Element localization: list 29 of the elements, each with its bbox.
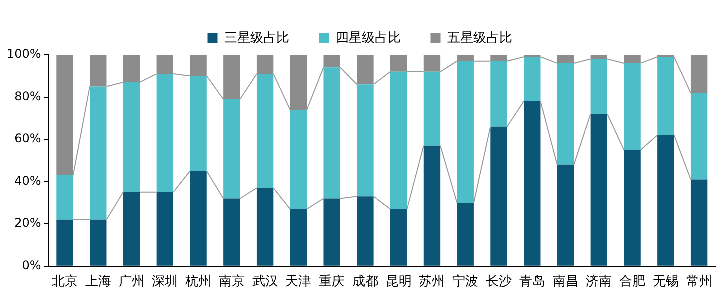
x-tick-label: 杭州	[184, 274, 212, 290]
x-tick-label: 昆明	[386, 274, 412, 290]
x-tick-label: 深圳	[152, 274, 178, 290]
x-tick-label: 上海	[85, 274, 112, 290]
x-tick-label: 宁波	[452, 274, 479, 290]
x-tick-label: 重庆	[319, 274, 346, 290]
y-tick-label: 60%	[14, 132, 42, 146]
x-tick-label: 苏州	[419, 274, 446, 290]
x-tick-label: 成都	[352, 274, 378, 290]
x-tick-label: 南京	[218, 274, 245, 290]
x-tick-label: 南昌	[552, 274, 579, 290]
legend-label: 三星级占比	[224, 30, 290, 46]
legend-label: 五星级占比	[447, 30, 512, 46]
y-tick-label: 0%	[22, 258, 42, 273]
x-tick-label: 天津	[286, 274, 312, 290]
y-tick-label: 100%	[6, 47, 42, 62]
x-tick-label: 青岛	[519, 274, 546, 290]
x-tick-label: 合肥	[620, 274, 646, 290]
y-tick-label: 40%	[14, 174, 42, 188]
x-tick-label: 长沙	[486, 274, 512, 290]
x-tick-label: 无锡	[652, 274, 679, 290]
y-tick-label: 20%	[14, 216, 42, 230]
legend-label: 四星级占比	[336, 30, 401, 46]
x-tick-label: 广州	[118, 274, 145, 290]
x-tick-label: 济南	[586, 274, 612, 290]
x-tick-label: 常州	[686, 274, 712, 290]
x-tick-label: 武汉	[252, 274, 278, 290]
y-tick-label: 80%	[14, 89, 42, 104]
x-tick-label: 北京	[52, 274, 78, 290]
